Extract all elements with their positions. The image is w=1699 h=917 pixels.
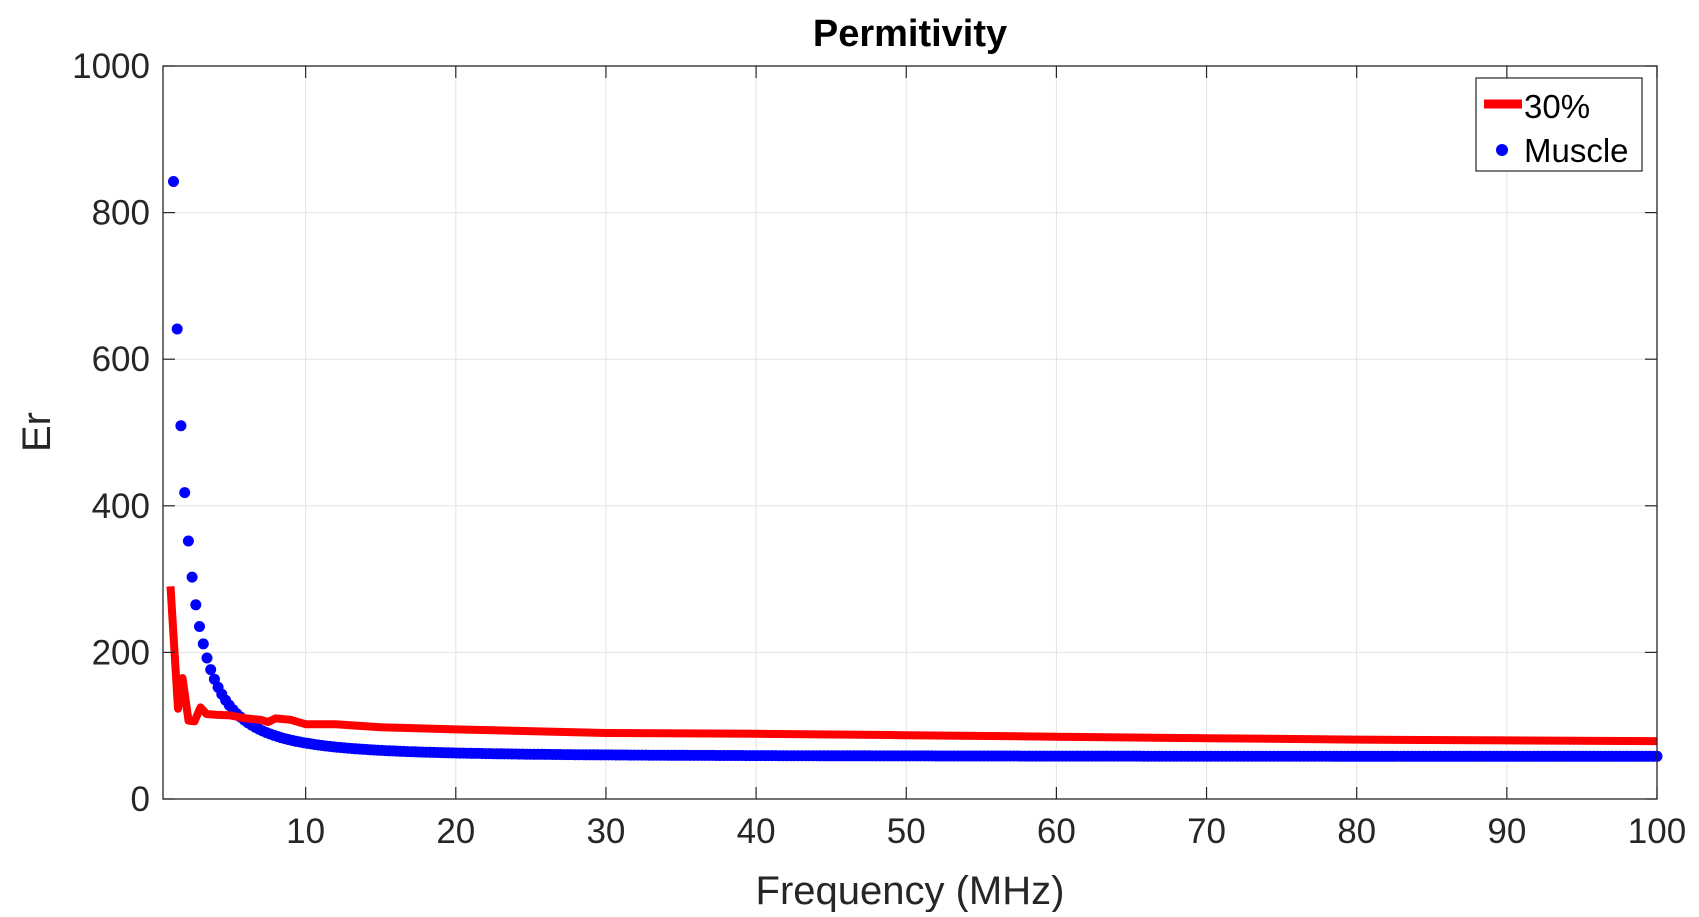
series-line-30pct <box>166 586 1658 746</box>
x-tick-labels: 10 20 30 40 50 60 70 80 90 100 <box>286 812 1686 851</box>
x-tick-label: 50 <box>887 812 926 851</box>
x-tick-label: 90 <box>1487 812 1526 851</box>
ticks <box>163 65 1658 800</box>
legend-marker-swatch <box>1496 144 1508 156</box>
x-tick-label: 100 <box>1628 812 1686 851</box>
legend-label-30pct: 30% <box>1524 88 1590 125</box>
x-tick-label: 60 <box>1037 812 1076 851</box>
y-tick-label: 800 <box>92 194 150 233</box>
legend-label-muscle: Muscle <box>1524 132 1629 169</box>
axes-box <box>162 65 1658 800</box>
legend: 30% Muscle <box>1475 77 1643 172</box>
y-tick-label: 0 <box>131 780 150 819</box>
series-group <box>166 176 1663 762</box>
x-axis-label: Frequency (MHz) <box>756 869 1065 912</box>
muscle-marker <box>190 599 202 611</box>
muscle-marker <box>194 621 205 632</box>
y-tick-label: 1000 <box>72 47 150 86</box>
muscle-marker <box>182 535 194 547</box>
muscle-marker <box>197 638 209 650</box>
muscle-marker <box>175 420 187 432</box>
y-tick-labels: 0 200 400 600 800 1000 <box>72 47 150 819</box>
x-tick-label: 10 <box>286 812 325 851</box>
muscle-marker <box>205 664 217 676</box>
muscle-marker <box>179 487 191 499</box>
x-tick-label: 40 <box>737 812 776 851</box>
muscle-marker <box>168 176 179 187</box>
x-tick-label: 30 <box>586 812 625 851</box>
y-tick-label: 400 <box>92 487 150 526</box>
y-axis-label: Er <box>15 412 59 452</box>
chart-title: Permitivity <box>813 13 1007 55</box>
muscle-marker <box>171 323 183 335</box>
plot-area <box>163 66 1657 799</box>
x-tick-label: 70 <box>1187 812 1226 851</box>
x-tick-label: 20 <box>436 812 475 851</box>
muscle-marker <box>186 571 198 583</box>
y-tick-label: 600 <box>92 340 150 379</box>
muscle-marker <box>201 652 213 664</box>
x-tick-label: 80 <box>1337 812 1376 851</box>
y-tick-label: 200 <box>92 633 150 672</box>
